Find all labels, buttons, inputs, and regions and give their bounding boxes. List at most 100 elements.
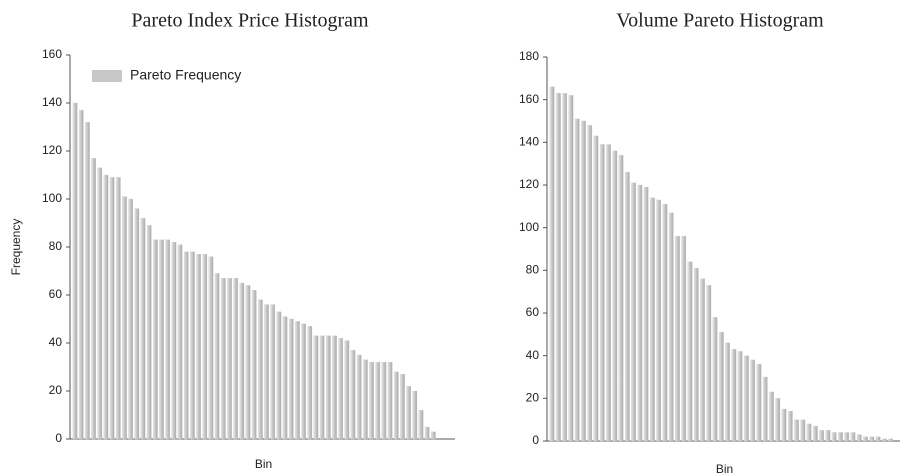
bar <box>556 93 561 442</box>
bar <box>737 351 743 442</box>
bar <box>625 172 630 442</box>
bar <box>190 251 195 440</box>
bar <box>881 438 887 442</box>
bar <box>221 278 226 440</box>
y-tick-label: 180 <box>519 49 539 63</box>
y-tick-label: 40 <box>526 348 540 362</box>
bar <box>712 317 718 442</box>
bar <box>819 430 824 442</box>
bar <box>618 154 624 442</box>
bar <box>208 256 214 440</box>
y-tick-label: 80 <box>526 263 540 277</box>
y-axis-label: Frequency <box>9 219 23 276</box>
bar <box>787 410 793 442</box>
bar <box>756 364 762 442</box>
bar <box>750 359 756 442</box>
bar <box>806 423 812 442</box>
bar <box>656 199 662 442</box>
bar <box>813 425 818 442</box>
bar <box>762 376 768 442</box>
bar <box>122 196 127 440</box>
bar <box>562 93 568 442</box>
bar <box>109 177 115 440</box>
bar <box>424 426 430 440</box>
bar <box>418 410 424 440</box>
bar <box>227 278 232 440</box>
bar <box>202 254 208 440</box>
bar <box>344 340 350 440</box>
y-tick-label: 160 <box>42 47 62 61</box>
bar <box>612 150 618 442</box>
y-tick-label: 20 <box>526 391 540 405</box>
bar <box>140 218 146 440</box>
bar <box>381 362 387 440</box>
chart-title: Pareto Index Price Histogram <box>131 10 369 32</box>
bar <box>276 311 282 440</box>
legend-label: Pareto Frequency <box>130 67 241 83</box>
y-tick-label: 60 <box>526 305 540 319</box>
bar <box>856 434 862 442</box>
bar <box>412 390 418 440</box>
chart-title: Volume Pareto Histogram <box>616 10 824 32</box>
x-axis-label: Bin <box>255 457 272 471</box>
bar <box>844 432 850 442</box>
y-tick-label: 160 <box>519 92 539 106</box>
bar <box>869 436 875 442</box>
bar <box>781 408 787 442</box>
bar <box>744 355 749 442</box>
bar <box>400 374 405 440</box>
bar <box>270 304 276 440</box>
y-tick-label: 0 <box>532 433 539 447</box>
bar <box>606 144 611 442</box>
bar <box>375 362 381 440</box>
bar <box>159 239 164 440</box>
bar <box>637 184 643 442</box>
bar <box>631 182 636 442</box>
bar <box>725 342 730 442</box>
bar <box>387 362 393 440</box>
bar <box>183 251 189 440</box>
bar <box>196 254 201 440</box>
bar <box>800 419 806 442</box>
bar <box>599 144 605 442</box>
bar <box>239 282 245 440</box>
bar <box>687 261 693 442</box>
y-tick-label: 0 <box>55 431 62 445</box>
bar <box>394 371 399 440</box>
bar <box>319 335 325 440</box>
bar <box>593 135 599 442</box>
bar <box>431 431 436 440</box>
bar <box>78 110 84 440</box>
bar <box>301 323 306 440</box>
bar <box>103 174 109 440</box>
bar <box>794 419 799 442</box>
bar <box>116 177 121 440</box>
bar <box>643 186 649 442</box>
bar <box>825 430 831 442</box>
bar <box>245 285 251 440</box>
bar <box>850 432 856 442</box>
y-tick-label: 20 <box>49 383 63 397</box>
bar <box>165 239 171 440</box>
bar <box>574 118 580 442</box>
bar <box>700 278 705 442</box>
y-tick-label: 120 <box>42 143 62 157</box>
y-tick-label: 100 <box>42 191 62 205</box>
legend-swatch <box>92 70 122 82</box>
bar <box>146 225 152 440</box>
bar <box>128 198 133 440</box>
bar <box>251 290 257 440</box>
bar <box>214 273 220 440</box>
bar <box>831 432 837 442</box>
y-tick-label: 140 <box>519 135 539 149</box>
bar <box>587 125 593 442</box>
bar <box>326 335 331 440</box>
bar <box>369 362 374 440</box>
bar <box>775 398 781 442</box>
bar <box>153 239 158 440</box>
bar <box>838 432 843 442</box>
bar <box>282 316 288 440</box>
bar <box>731 349 737 442</box>
bar <box>233 278 239 440</box>
